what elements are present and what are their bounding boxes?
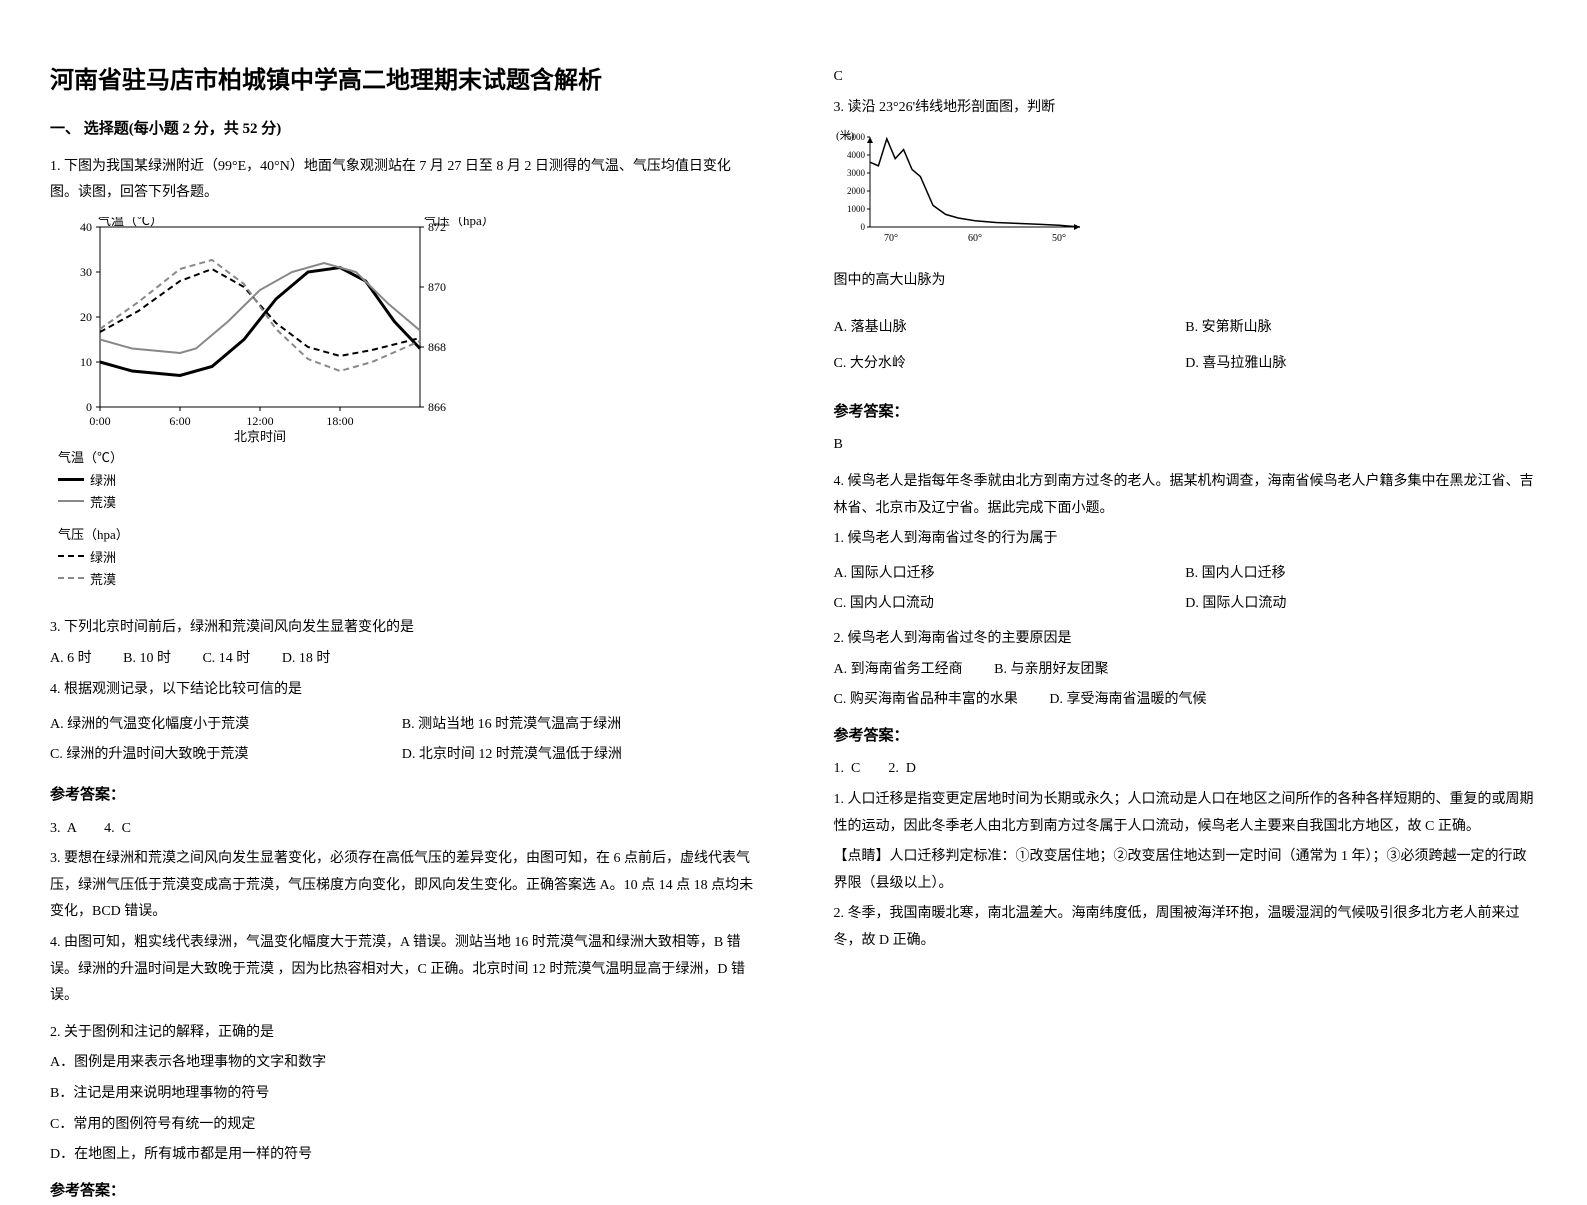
svg-text:866: 866 <box>428 400 446 414</box>
svg-text:气温（℃）: 气温（℃） <box>98 217 163 228</box>
opt-A: A. 国际人口迁移 <box>834 561 1186 588</box>
opt-A: A. 落基山脉 <box>834 315 1186 342</box>
opt-D: D. 享受海南省温暖的气候 <box>1049 687 1206 714</box>
svg-text:30: 30 <box>80 265 92 279</box>
opt-B: B. 测站当地 16 时荒漠气温高于绿洲 <box>402 712 754 739</box>
opt-C: C. 14 时 <box>202 645 250 673</box>
q1-explanation-3: 3. 要想在绿洲和荒漠之间风向发生显著变化，必须存在高低气压的差异变化，由图可知… <box>50 846 754 926</box>
question-3: 3. 读沿 23°26'纬线地形剖面图，判断 (米)01000200030004… <box>834 95 1538 459</box>
svg-text:3000: 3000 <box>847 168 866 178</box>
svg-text:60°: 60° <box>968 233 982 244</box>
opt-C: C. 绿洲的升温时间大致晚于荒漠 <box>50 742 402 769</box>
opt-C: C. 大分水岭 <box>834 351 1186 378</box>
q1-sub4-stem: 4. 根据观测记录，以下结论比较可信的是 <box>50 677 754 704</box>
svg-text:北京时间: 北京时间 <box>234 429 286 444</box>
svg-text:870: 870 <box>428 280 446 294</box>
opt-A: A．图例是用来表示各地理事物的文字和数字 <box>50 1050 754 1077</box>
q4-explanation-1: 1. 人口迁移是指变更定居地时间为长期或永久；人口流动是人口在地区之间所作的各种… <box>834 787 1538 840</box>
q1-chart: 气温（℃）气压（hpa）0102030408668688708720:006:0… <box>50 217 754 601</box>
opt-A: A. 绿洲的气温变化幅度小于荒漠 <box>50 712 402 739</box>
opt-B: B. 国内人口迁移 <box>1185 561 1537 588</box>
page-title: 河南省驻马店市柏城镇中学高二地理期末试题含解析 <box>50 60 754 95</box>
q4-sub2-options: A. 到海南省务工经商 B. 与亲朋好友团聚 C. 购买海南省品种丰富的水果 D… <box>834 657 1538 714</box>
right-column: C 3. 读沿 23°26'纬线地形剖面图，判断 (米)010002000300… <box>834 60 1538 1082</box>
svg-text:872: 872 <box>428 220 446 234</box>
answer-heading: 参考答案： <box>50 781 754 810</box>
q4-stem: 4. 候鸟老人是指每年冬季就由北方到南方过冬的老人。据某机构调查，海南省候鸟老人… <box>834 469 1538 522</box>
section-heading: 一、 选择题(每小题 2 分，共 52 分) <box>50 115 754 144</box>
svg-text:1000: 1000 <box>847 204 866 214</box>
q1-chart-svg: 气温（℃）气压（hpa）0102030408668688708720:006:0… <box>50 217 490 447</box>
q3-chart: (米)01000200030004000500070°60°50° <box>834 129 1538 254</box>
svg-text:6:00: 6:00 <box>169 414 190 428</box>
answer-heading: 参考答案： <box>50 1177 754 1205</box>
answer-heading: 参考答案： <box>834 722 1538 751</box>
svg-text:20: 20 <box>80 310 92 324</box>
svg-text:40: 40 <box>80 220 92 234</box>
q1-legend: 气温（℃）绿洲荒漠气压（hpa）绿洲荒漠 <box>58 447 129 601</box>
opt-C: C. 购买海南省品种丰富的水果 <box>834 687 1018 714</box>
svg-text:18:00: 18:00 <box>326 414 353 428</box>
opt-D: D. 北京时间 12 时荒漠气温低于绿洲 <box>402 742 754 769</box>
q4-sub2-stem: 2. 候鸟老人到海南省过冬的主要原因是 <box>834 626 1538 653</box>
q4-sub1-stem: 1. 候鸟老人到海南省过冬的行为属于 <box>834 526 1538 553</box>
opt-B: B．注记是用来说明地理事物的符号 <box>50 1081 754 1108</box>
q4-sub1-options: A. 国际人口迁移 C. 国内人口流动 B. 国内人口迁移 D. 国际人口流动 <box>834 557 1538 622</box>
svg-text:50°: 50° <box>1052 233 1066 244</box>
q2-answer: C <box>834 64 1538 91</box>
q1-stem: 1. 下图为我国某绿洲附近（99°E，40°N）地面气象观测站在 7 月 27 … <box>50 154 754 207</box>
opt-B: B. 10 时 <box>123 645 171 673</box>
opt-A: A. 6 时 <box>50 645 92 673</box>
q3-sub: 图中的高大山脉为 <box>834 268 1538 295</box>
opt-B: B. 安第斯山脉 <box>1185 315 1537 342</box>
svg-text:0: 0 <box>86 400 92 414</box>
svg-text:0: 0 <box>860 222 865 232</box>
opt-D: D. 喜马拉雅山脉 <box>1185 351 1537 378</box>
q2-stem: 2. 关于图例和注记的解释，正确的是 <box>50 1020 754 1047</box>
q3-chart-svg: (米)01000200030004000500070°60°50° <box>834 129 1094 249</box>
left-column: 河南省驻马店市柏城镇中学高二地理期末试题含解析 一、 选择题(每小题 2 分，共… <box>50 60 754 1082</box>
q3-stem: 3. 读沿 23°26'纬线地形剖面图，判断 <box>834 95 1538 122</box>
q4-answer-line: 1. C 2. D <box>834 756 1538 783</box>
opt-C: C. 国内人口流动 <box>834 591 1186 618</box>
question-1: 1. 下图为我国某绿洲附近（99°E，40°N）地面气象观测站在 7 月 27 … <box>50 154 754 1010</box>
svg-text:12:00: 12:00 <box>246 414 273 428</box>
q3-options: A. 落基山脉 C. 大分水岭 B. 安第斯山脉 D. 喜马拉雅山脉 <box>834 305 1538 388</box>
svg-text:0:00: 0:00 <box>89 414 110 428</box>
q1-sub3-stem: 3. 下列北京时间前后，绿洲和荒漠间风向发生显著变化的是 <box>50 615 754 642</box>
opt-D: D. 18 时 <box>282 645 331 673</box>
svg-text:2000: 2000 <box>847 186 866 196</box>
opt-D: D．在地图上，所有城市都是用一样的符号 <box>50 1142 754 1169</box>
svg-text:5000: 5000 <box>847 132 866 142</box>
svg-text:70°: 70° <box>884 233 898 244</box>
svg-text:4000: 4000 <box>847 150 866 160</box>
q1-sub4-options: A. 绿洲的气温变化幅度小于荒漠 C. 绿洲的升温时间大致晚于荒漠 B. 测站当… <box>50 708 754 773</box>
answer-heading: 参考答案： <box>834 398 1538 427</box>
question-4: 4. 候鸟老人是指每年冬季就由北方到南方过冬的老人。据某机构调查，海南省候鸟老人… <box>834 469 1538 954</box>
q1-sub3-options: A. 6 时 B. 10 时 C. 14 时 D. 18 时 <box>50 645 754 673</box>
question-2: 2. 关于图例和注记的解释，正确的是 A．图例是用来表示各地理事物的文字和数字 … <box>50 1020 754 1205</box>
q1-explanation-4: 4. 由图可知，粗实线代表绿洲，气温变化幅度大于荒漠，A 错误。测站当地 16 … <box>50 930 754 1010</box>
opt-D: D. 国际人口流动 <box>1185 591 1537 618</box>
opt-B: B. 与亲朋好友团聚 <box>994 657 1108 684</box>
q1-answer-line: 3. A 4. C <box>50 816 754 843</box>
svg-text:868: 868 <box>428 340 446 354</box>
q4-explanation-2: 2. 冬季，我国南暖北寒，南北温差大。海南纬度低，周围被海洋环抱，温暖湿润的气候… <box>834 901 1538 954</box>
q3-answer: B <box>834 432 1538 459</box>
q4-tip: 【点睛】人口迁移判定标准：①改变居住地；②改变居住地达到一定时间（通常为 1 年… <box>834 844 1538 897</box>
opt-A: A. 到海南省务工经商 <box>834 657 963 684</box>
opt-C: C．常用的图例符号有统一的规定 <box>50 1112 754 1139</box>
svg-text:10: 10 <box>80 355 92 369</box>
